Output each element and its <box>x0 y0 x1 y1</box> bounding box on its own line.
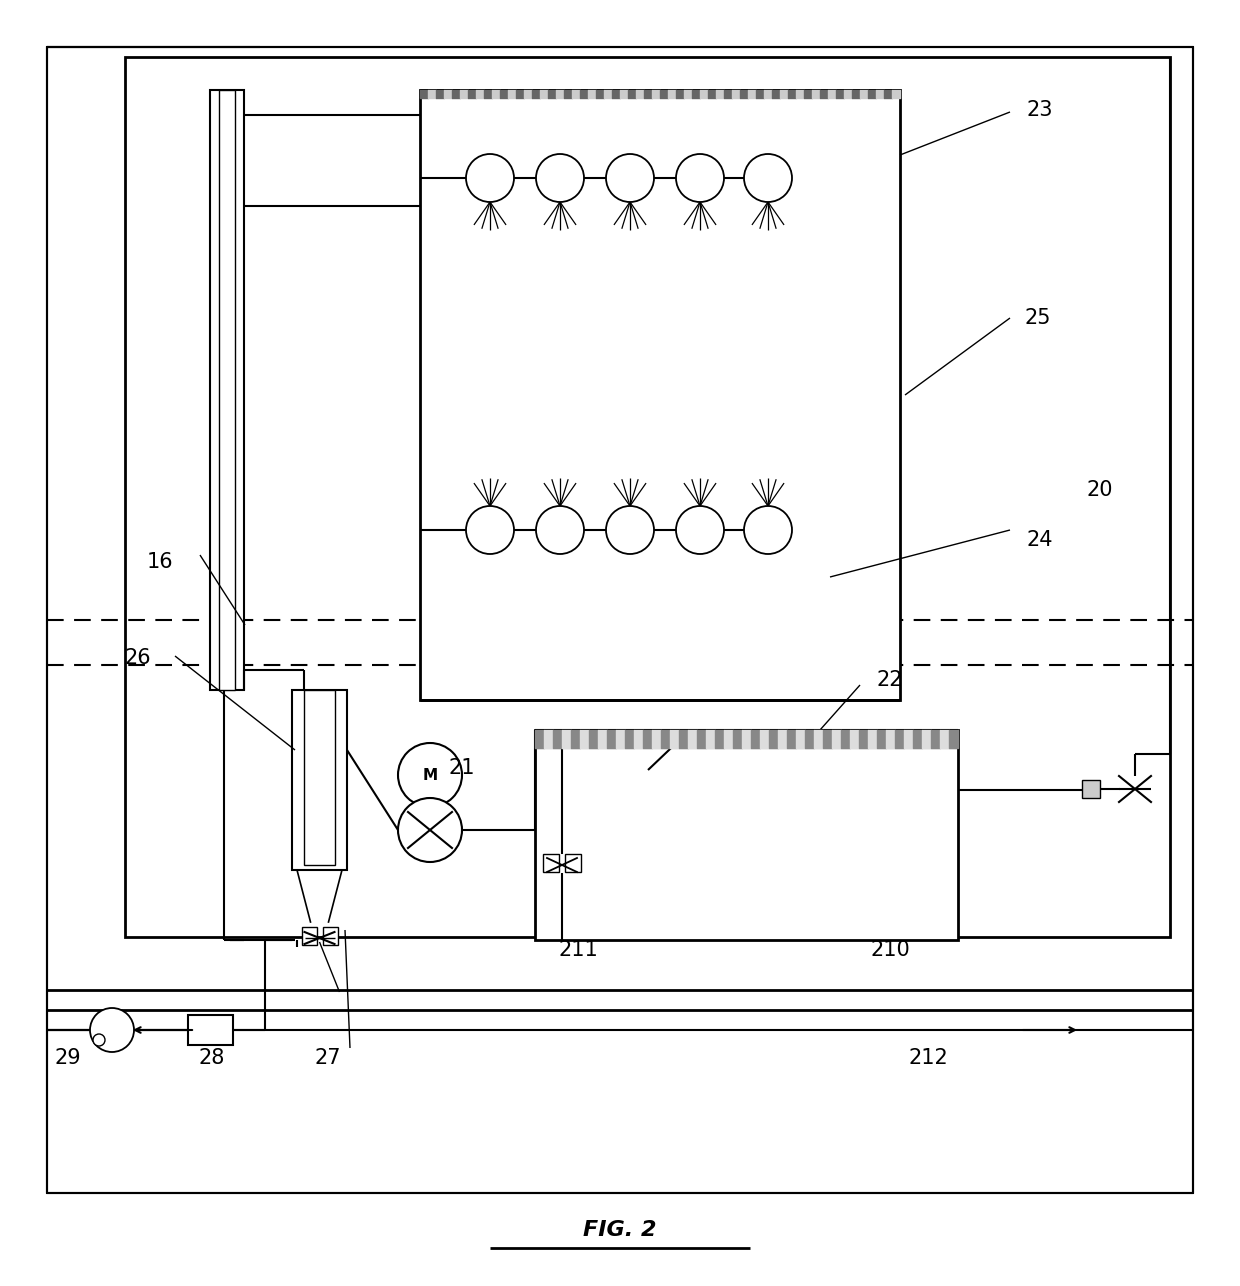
Bar <box>322 927 337 945</box>
Bar <box>301 927 316 945</box>
Text: 23: 23 <box>1027 100 1053 120</box>
Circle shape <box>536 154 584 202</box>
Text: FIG. 2: FIG. 2 <box>583 1220 657 1240</box>
Bar <box>47 48 1193 1193</box>
Circle shape <box>91 1008 134 1052</box>
Bar <box>1083 781 1100 799</box>
Text: 22: 22 <box>877 670 903 691</box>
Circle shape <box>744 154 792 202</box>
Circle shape <box>744 505 792 554</box>
Bar <box>420 90 900 700</box>
Text: 21: 21 <box>449 757 475 778</box>
Circle shape <box>466 505 515 554</box>
Text: 25: 25 <box>1024 309 1052 328</box>
Text: 211: 211 <box>558 940 598 961</box>
Text: 16: 16 <box>146 552 174 572</box>
Bar <box>543 854 559 872</box>
Text: 29: 29 <box>55 1048 82 1067</box>
Bar <box>304 691 335 865</box>
Text: 27: 27 <box>315 1048 341 1067</box>
Text: M: M <box>423 768 438 782</box>
Bar <box>565 854 582 872</box>
Bar <box>210 90 244 691</box>
Circle shape <box>398 799 463 862</box>
Circle shape <box>676 505 724 554</box>
Circle shape <box>93 1034 105 1046</box>
Circle shape <box>398 743 463 808</box>
Text: 24: 24 <box>1027 530 1053 550</box>
Circle shape <box>606 154 653 202</box>
Circle shape <box>676 154 724 202</box>
Bar <box>219 90 236 691</box>
Bar <box>125 57 1171 937</box>
Circle shape <box>466 154 515 202</box>
Bar <box>291 691 347 871</box>
Bar <box>534 730 959 940</box>
Text: 212: 212 <box>908 1048 947 1067</box>
Circle shape <box>536 505 584 554</box>
Text: 210: 210 <box>870 940 910 961</box>
Circle shape <box>606 505 653 554</box>
Text: 28: 28 <box>198 1048 226 1067</box>
Text: 20: 20 <box>1086 480 1114 500</box>
Text: 26: 26 <box>125 648 151 667</box>
Bar <box>188 1015 233 1046</box>
